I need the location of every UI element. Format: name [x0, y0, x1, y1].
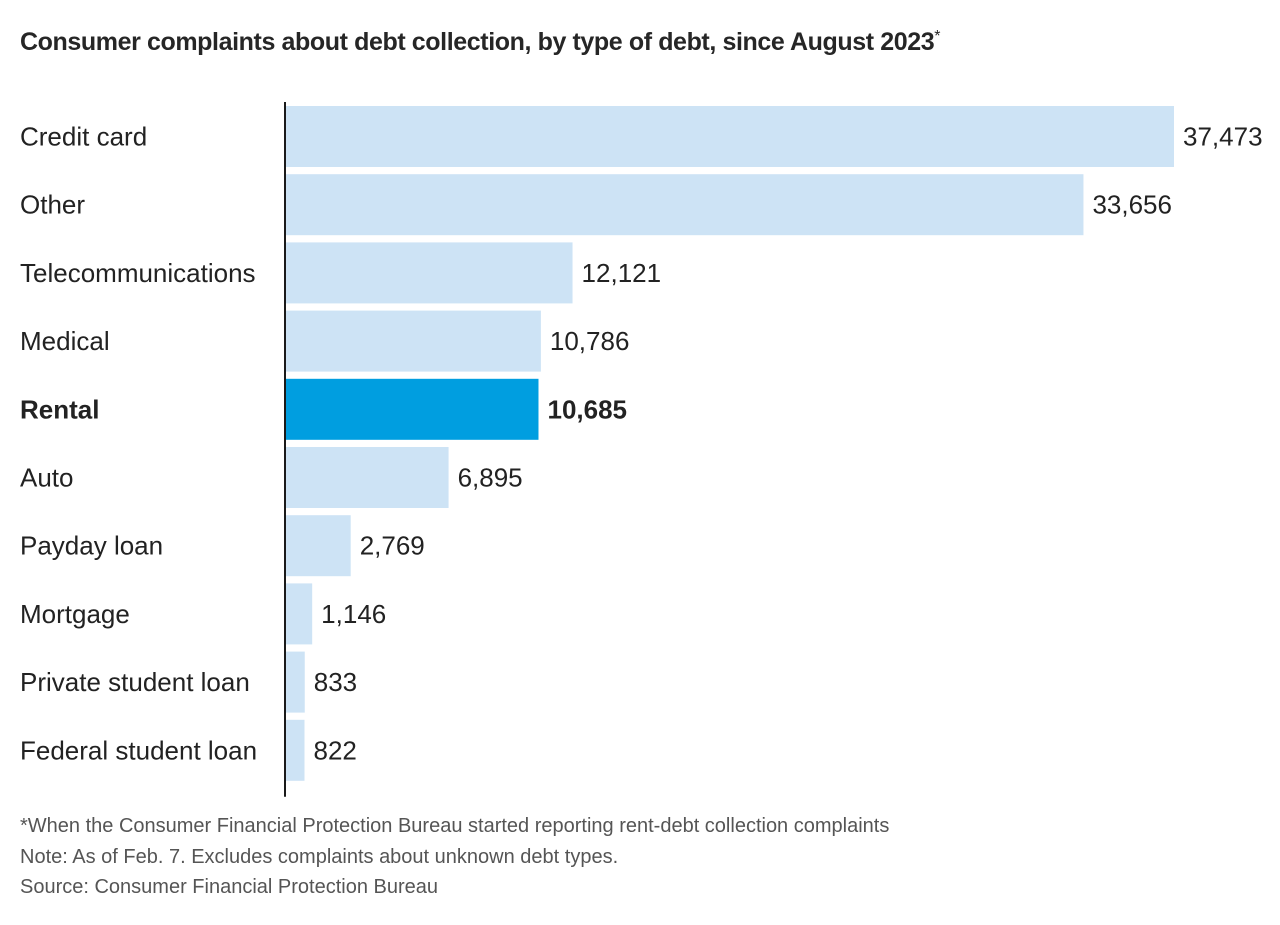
category-label-credit-card: Credit card [20, 122, 147, 152]
bar-telecommunications [285, 242, 573, 304]
footnote-source: Source: Consumer Financial Protection Bu… [20, 876, 438, 898]
footnotes: *When the Consumer Financial Protection … [20, 811, 889, 903]
value-label-payday-loan: 2,769 [360, 531, 425, 561]
category-label-payday-loan: Payday loan [20, 531, 163, 561]
footnote-asterisk: *When the Consumer Financial Protection … [20, 815, 890, 837]
value-label-private-student-loan: 833 [314, 667, 357, 697]
category-label-mortgage: Mortgage [20, 599, 130, 629]
value-label-federal-student-loan: 822 [314, 735, 357, 765]
bar-federal-student-loan [285, 719, 305, 781]
chart-title: Consumer complaints about debt collectio… [20, 28, 940, 57]
bar-credit-card [285, 106, 1174, 167]
value-label-credit-card: 37,473 [1183, 122, 1263, 152]
category-label-telecommunications: Telecommunications [20, 258, 256, 288]
bar-chart: Credit card Other Telecommunications Medica… [20, 102, 1263, 797]
category-label-rental: Rental [20, 394, 99, 424]
category-label-federal-student-loan: Federal student loan [20, 735, 257, 765]
footnote-note: Note: As of Feb. 7. Excludes complaints … [20, 845, 619, 868]
title-asterisk: * [934, 28, 941, 45]
value-label-rental: 10,685 [547, 394, 627, 424]
value-label-telecommunications: 12,121 [582, 258, 662, 288]
bar-private-student-loan [285, 651, 305, 713]
category-label-private-student-loan: Private student loan [20, 667, 250, 697]
bar-auto [285, 447, 449, 508]
category-label-other: Other [20, 190, 85, 220]
bar-payday-loan [285, 515, 351, 577]
category-label-auto: Auto [20, 463, 74, 493]
category-label-medical: Medical [20, 326, 110, 356]
bar-mortgage [285, 583, 313, 645]
value-label-mortgage: 1,146 [321, 599, 386, 629]
bar-rental [285, 378, 539, 440]
value-label-medical: 10,786 [550, 326, 630, 356]
value-label-auto: 6,895 [458, 463, 523, 493]
category-labels-group: Credit card Other Telecommunications Medica… [20, 122, 257, 766]
value-label-other: 33,656 [1092, 190, 1172, 220]
bar-other [285, 174, 1084, 236]
value-labels-group: 37,473 33,656 12,121 10,786 10,685 6,895 2,769… [314, 122, 1263, 766]
bar-medical [285, 310, 541, 372]
chart-title-text: Consumer complaints about debt collectio… [20, 28, 935, 56]
bars-group [285, 106, 1174, 781]
